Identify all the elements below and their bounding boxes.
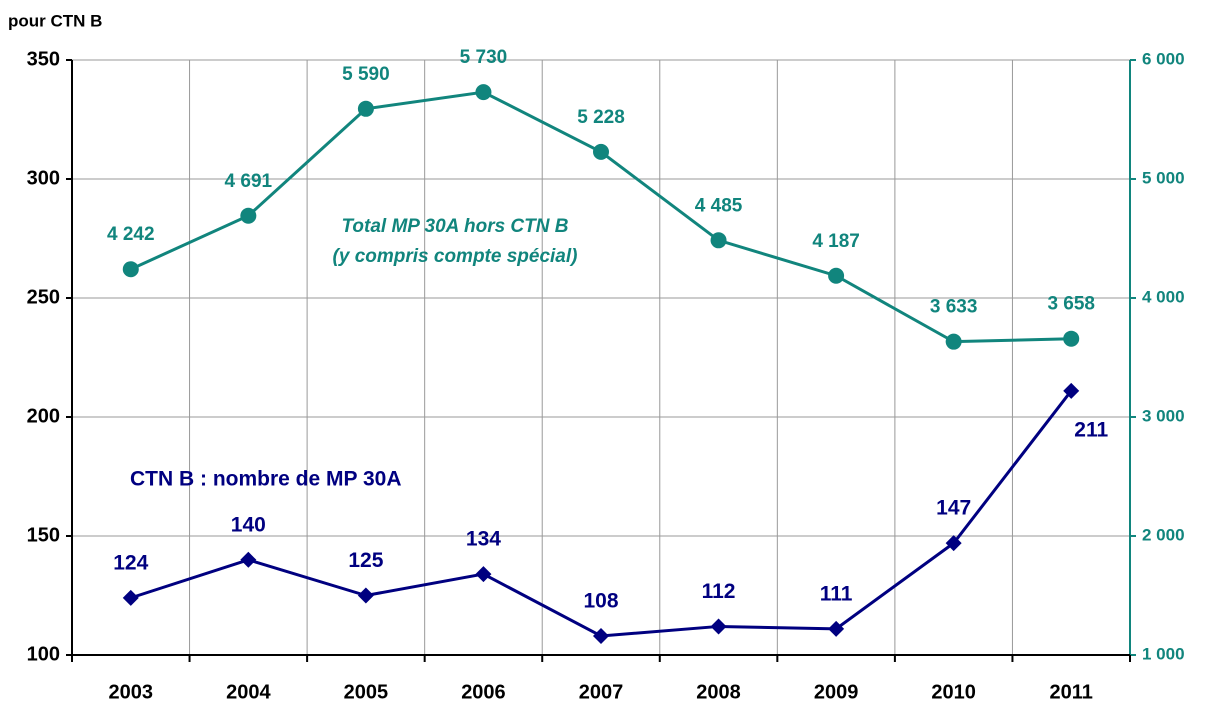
data-label: 112 — [702, 580, 736, 603]
marker — [240, 551, 257, 568]
marker — [945, 535, 962, 552]
data-label: 4 485 — [695, 195, 743, 216]
data-label: 5 590 — [342, 64, 390, 85]
x-tick-label: 2004 — [226, 681, 271, 703]
legend-label: Total MP 30A hors CTN B — [342, 216, 569, 237]
data-label: 124 — [113, 551, 148, 574]
data-label: 134 — [466, 528, 501, 551]
data-label: 111 — [820, 582, 853, 605]
y2-tick-label: 4 000 — [1142, 287, 1185, 306]
x-tick-label: 2006 — [461, 681, 506, 703]
data-label: 5 228 — [577, 107, 625, 128]
marker — [240, 207, 257, 224]
y2-tick-label: 5 000 — [1142, 168, 1185, 187]
marker — [357, 587, 374, 604]
marker — [475, 566, 492, 583]
data-label: 211 — [1074, 418, 1108, 441]
marker — [828, 620, 845, 637]
y-tick-label: 150 — [27, 524, 60, 546]
marker — [828, 267, 845, 284]
marker — [1063, 382, 1080, 399]
marker — [357, 100, 374, 117]
legend-label: (y compris compte spécial) — [333, 246, 578, 267]
data-label: 4 187 — [812, 231, 860, 252]
data-label: 140 — [231, 513, 266, 536]
data-label: 4 691 — [225, 171, 273, 192]
data-label: 147 — [936, 497, 971, 520]
marker — [122, 261, 139, 278]
x-tick-label: 2009 — [814, 681, 859, 703]
y-tick-label: 300 — [27, 167, 60, 189]
data-label: 3 658 — [1047, 294, 1095, 315]
marker — [710, 232, 727, 249]
y-tick-label: 250 — [27, 286, 60, 308]
y-tick-label: 100 — [27, 643, 60, 665]
legend-label: CTN B : nombre de MP 30A — [130, 468, 401, 491]
data-label: 5 730 — [460, 47, 508, 68]
y-tick-label: 200 — [27, 405, 60, 427]
marker — [122, 589, 139, 606]
x-tick-label: 2005 — [344, 681, 389, 703]
marker — [710, 618, 727, 635]
marker — [593, 627, 609, 644]
y2-tick-label: 1 000 — [1142, 644, 1185, 663]
x-tick-label: 2003 — [109, 681, 154, 703]
marker — [945, 333, 962, 350]
y2-tick-label: 3 000 — [1142, 406, 1185, 425]
data-label: 4 242 — [107, 224, 155, 245]
marker — [593, 143, 609, 160]
marker — [1063, 330, 1080, 347]
y-axis-label: pour CTN B — [8, 11, 102, 30]
y2-tick-label: 6 000 — [1142, 49, 1185, 68]
x-tick-label: 2011 — [1050, 681, 1093, 703]
x-tick-label: 2010 — [931, 681, 976, 703]
data-label: 125 — [348, 549, 383, 572]
data-label: 108 — [583, 590, 618, 613]
x-tick-label: 2007 — [579, 681, 624, 703]
x-tick-label: 2008 — [696, 681, 741, 703]
data-label: 3 633 — [930, 297, 978, 318]
y2-tick-label: 2 000 — [1142, 525, 1185, 544]
y-tick-label: 350 — [27, 48, 60, 70]
marker — [475, 84, 492, 101]
